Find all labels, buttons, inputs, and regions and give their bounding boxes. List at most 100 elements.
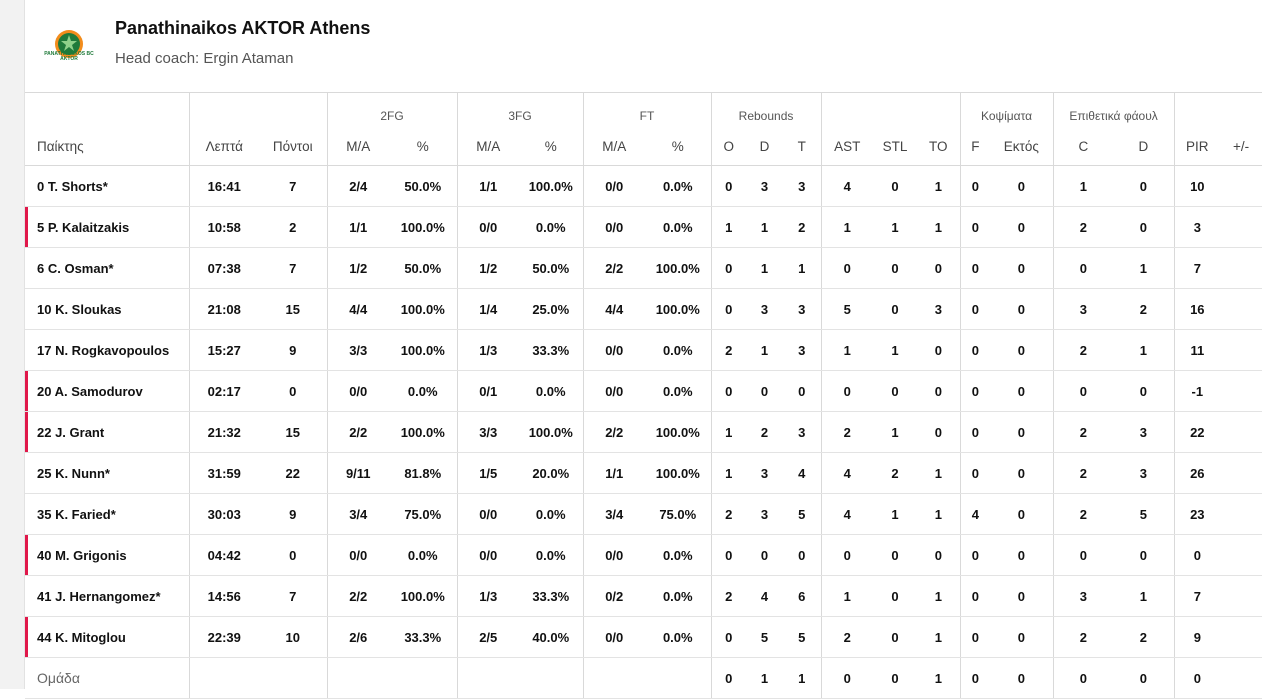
stat-to: 1 xyxy=(917,493,961,535)
stat-reb-t: 5 xyxy=(783,616,822,658)
stat-ft-pct: 75.0% xyxy=(645,493,712,535)
group-fouls: Επιθετικά φάουλ xyxy=(1052,92,1175,127)
col-reb-d[interactable]: D xyxy=(746,127,784,166)
stat-reb-d: 3 xyxy=(746,452,784,494)
stat-3fg-pct: 100.0% xyxy=(519,411,583,453)
stat-ft-ma: 0/0 xyxy=(582,165,645,207)
player-row: 22 J. Grant 21:32 15 2/2 100.0% 3/3 100.0% 2/2 1… xyxy=(25,411,1262,453)
stat-pts: 7 xyxy=(259,247,327,289)
stat-reb-d: 2 xyxy=(746,411,784,453)
col-to[interactable]: TO xyxy=(917,127,961,166)
player-name[interactable]: 22 J. Grant xyxy=(25,411,189,453)
stat-ast: 1 xyxy=(820,329,874,371)
stat-foul-d: 3 xyxy=(1113,411,1175,453)
col-foul-c[interactable]: C xyxy=(1052,127,1114,166)
col-blk-f[interactable]: F xyxy=(959,127,991,166)
col-ft-pct[interactable]: % xyxy=(645,127,712,166)
stat-2fg-ma: 3/3 xyxy=(326,329,389,371)
stat-ft-ma: 0/2 xyxy=(582,575,645,617)
stat-ft-ma: 0/0 xyxy=(582,534,645,576)
player-name[interactable]: 40 M. Grigonis xyxy=(25,534,189,576)
player-name[interactable]: 5 P. Kalaitzakis xyxy=(25,206,189,248)
stat-min: 04:42 xyxy=(188,534,259,576)
col-ft-ma[interactable]: M/A xyxy=(582,127,645,166)
col-pts[interactable]: Πόντοι xyxy=(259,127,327,166)
col-foul-d[interactable]: D xyxy=(1113,127,1175,166)
stat-2fg-pct: 75.0% xyxy=(389,493,457,535)
team-name[interactable]: Panathinaikos AKTOR Athens xyxy=(115,18,371,38)
stat-reb-t: 3 xyxy=(783,329,822,371)
stat-reb-d: 3 xyxy=(746,493,784,535)
stat-to: 1 xyxy=(917,657,961,699)
stat-foul-c: 2 xyxy=(1052,616,1114,658)
col-stl[interactable]: STL xyxy=(873,127,918,166)
stat-3fg-pct: 0.0% xyxy=(519,493,583,535)
stat-pir: 22 xyxy=(1173,411,1221,453)
player-name[interactable]: 41 J. Hernangomez* xyxy=(25,575,189,617)
stat-2fg-ma: 2/2 xyxy=(326,411,389,453)
stat-blk-a: 0 xyxy=(990,370,1054,412)
player-row: 35 K. Faried* 30:03 9 3/4 75.0% 0/0 0.0% 3/4 75.… xyxy=(25,493,1262,535)
col-plus-minus[interactable]: +/- xyxy=(1220,127,1262,166)
stat-ft-ma: 1/1 xyxy=(582,452,645,494)
stat-min xyxy=(188,657,259,699)
player-name[interactable]: 35 K. Faried* xyxy=(25,493,189,535)
stat-foul-d: 0 xyxy=(1113,206,1175,248)
stat-reb-d: 1 xyxy=(746,206,784,248)
stat-reb-o: 0 xyxy=(710,616,747,658)
stat-reb-o: 2 xyxy=(710,575,747,617)
stat-ft-ma: 0/0 xyxy=(582,206,645,248)
stat-ast: 4 xyxy=(820,452,874,494)
col-blk-a[interactable]: Εκτός xyxy=(990,127,1054,166)
stat-reb-t: 4 xyxy=(783,452,822,494)
col-player[interactable]: Παίκτης xyxy=(25,127,189,166)
stat-plus-minus xyxy=(1220,411,1262,453)
stat-reb-d: 1 xyxy=(746,657,784,699)
stat-plus-minus xyxy=(1220,165,1262,207)
stat-ft-pct: 0.0% xyxy=(645,616,712,658)
player-name[interactable]: 25 K. Nunn* xyxy=(25,452,189,494)
col-2fg-pct[interactable]: % xyxy=(389,127,457,166)
stat-pir: 7 xyxy=(1173,575,1221,617)
stat-reb-t: 2 xyxy=(783,206,822,248)
col-pir[interactable]: PIR xyxy=(1173,127,1221,166)
stat-foul-c: 2 xyxy=(1052,411,1114,453)
col-reb-t[interactable]: T xyxy=(783,127,822,166)
col-reb-o[interactable]: O xyxy=(710,127,747,166)
col-3fg-pct[interactable]: % xyxy=(519,127,583,166)
col-min[interactable]: Λεπτά xyxy=(188,127,259,166)
player-name[interactable]: 10 K. Sloukas xyxy=(25,288,189,330)
stat-reb-o: 0 xyxy=(710,247,747,289)
col-ast[interactable]: AST xyxy=(820,127,874,166)
group-3fg: 3FG xyxy=(456,92,583,127)
stat-reb-t: 0 xyxy=(783,534,822,576)
player-name[interactable]: 0 T. Shorts* xyxy=(25,165,189,207)
stat-pts xyxy=(259,657,327,699)
player-name[interactable]: 17 N. Rogkavopoulos xyxy=(25,329,189,371)
player-name[interactable]: 6 C. Osman* xyxy=(25,247,189,289)
player-name[interactable]: 20 A. Samodurov xyxy=(25,370,189,412)
stat-min: 07:38 xyxy=(188,247,259,289)
col-3fg-ma[interactable]: M/A xyxy=(456,127,519,166)
player-name[interactable]: 44 K. Mitoglou xyxy=(25,616,189,658)
player-row: 44 K. Mitoglou 22:39 10 2/6 33.3% 2/5 40.0% 0/0… xyxy=(25,616,1262,658)
team-header: PANATHINAIKOS BC AKTOR Panathinaikos AKT… xyxy=(25,0,1262,92)
stat-foul-d: 0 xyxy=(1113,534,1175,576)
player-row: 20 A. Samodurov 02:17 0 0/0 0.0% 0/1 0.0% 0/0 0.… xyxy=(25,370,1262,412)
stat-reb-o: 0 xyxy=(710,370,747,412)
stat-plus-minus xyxy=(1220,616,1262,658)
stat-foul-d: 3 xyxy=(1113,452,1175,494)
stat-plus-minus xyxy=(1220,247,1262,289)
stat-reb-o: 0 xyxy=(710,657,747,699)
stat-blk-f: 0 xyxy=(959,534,991,576)
stat-pts: 0 xyxy=(259,534,327,576)
stat-2fg-pct: 33.3% xyxy=(389,616,457,658)
stat-min: 30:03 xyxy=(188,493,259,535)
stat-3fg-ma: 1/3 xyxy=(456,575,519,617)
stat-2fg-ma: 2/6 xyxy=(326,616,389,658)
team-totals-label: Ομάδα xyxy=(25,657,189,699)
col-2fg-ma[interactable]: M/A xyxy=(326,127,389,166)
stat-3fg-pct: 33.3% xyxy=(519,575,583,617)
stat-foul-d: 0 xyxy=(1113,657,1175,699)
stat-to: 0 xyxy=(917,329,961,371)
